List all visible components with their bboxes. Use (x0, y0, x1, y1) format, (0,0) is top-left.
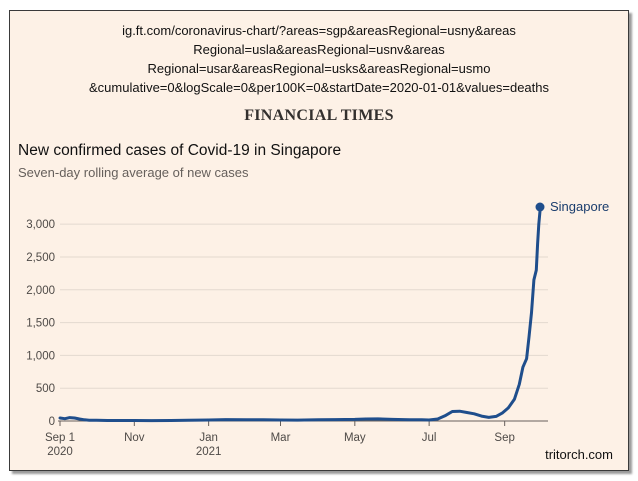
y-tick-label: 1,500 (26, 318, 55, 330)
y-axis: 0 500 1,000 1,500 2,000 2,500 3,000 (26, 219, 55, 428)
chart-subtitle: Seven-day rolling average of new cases (18, 165, 249, 180)
y-tick-label: 0 (49, 416, 55, 428)
x-tick-year-label: 2021 (196, 446, 222, 458)
y-tick-label: 2,000 (26, 285, 55, 297)
source-url-line: Regional=usar&areasRegional=usks&areasRe… (147, 61, 491, 76)
series-layer: Singapore (58, 199, 609, 423)
y-tick-label: 500 (36, 383, 55, 395)
chart-title: New confirmed cases of Covid-19 in Singa… (18, 142, 342, 159)
x-tick-label: Jul (422, 432, 437, 444)
source-url-line: ig.ft.com/coronavirus-chart/?areas=sgp&a… (122, 23, 516, 38)
source-url: ig.ft.com/coronavirus-chart/?areas=sgp&a… (10, 21, 628, 97)
x-tick-label: May (344, 432, 366, 444)
x-tick-label: Sep (494, 432, 514, 444)
masthead: FINANCIAL TIMES (244, 107, 394, 124)
y-tick-label: 3,000 (26, 219, 55, 231)
x-tick-year-label: 2020 (47, 446, 73, 458)
credit: tritorch.com (545, 447, 613, 462)
series-end-marker (535, 202, 545, 212)
chart-frame: ig.ft.com/coronavirus-chart/?areas=sgp&a… (9, 10, 629, 471)
x-tick-label: Sep 1 (45, 432, 75, 444)
line-chart: 0 500 1,000 1,500 2,000 2,500 3,000 Sep 1 2020 N… (26, 199, 609, 458)
x-tick-label: Mar (271, 432, 291, 444)
source-url-line: &cumulative=0&logScale=0&per100K=0&start… (88, 80, 549, 95)
legend-label-singapore: Singapore (550, 199, 609, 214)
x-axis: Sep 1 2020 Nov Jan 2021 Mar May Jul Sep (45, 421, 515, 458)
series-line-singapore (58, 209, 542, 423)
y-tick-label: 1,000 (26, 350, 55, 362)
source-url-line: Regional=usla&areasRegional=usnv&areas (193, 42, 445, 57)
x-tick-label: Jan (199, 432, 218, 444)
y-gridlines (60, 223, 548, 389)
x-tick-label: Nov (124, 432, 145, 444)
y-tick-label: 2,500 (26, 252, 55, 264)
